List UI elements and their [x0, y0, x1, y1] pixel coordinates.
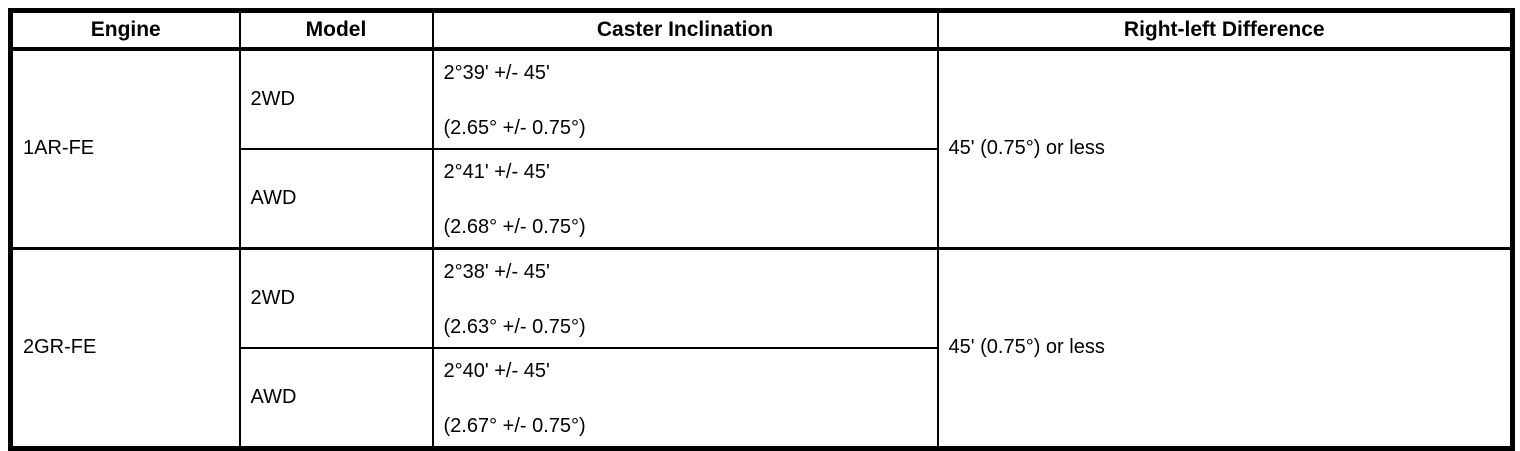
caster-inclination-spec-table: Engine Model Caster Inclination Right-le…: [8, 8, 1515, 451]
caster-value-group: 2°41' +/- 45' (2.68° +/- 0.75°): [434, 150, 937, 247]
right-left-difference-cell-1ar-fe: 45' (0.75°) or less: [936, 47, 1514, 249]
header-model: Model: [238, 9, 434, 51]
model-cell-1ar-fe-awd: AWD: [238, 147, 434, 249]
model-cell-1ar-fe-2wd: 2WD: [238, 47, 434, 150]
header-caster-inclination: Caster Inclination: [431, 9, 939, 51]
caster-cell-1ar-fe-awd: 2°41' +/- 45' (2.68° +/- 0.75°): [431, 147, 939, 249]
model-cell-2gr-fe-awd: AWD: [238, 346, 434, 449]
table-header-row: Engine Model Caster Inclination Right-le…: [9, 9, 1514, 51]
caster-value-group: 2°40' +/- 45' (2.67° +/- 0.75°): [434, 349, 937, 446]
caster-value-group: 2°39' +/- 45' (2.65° +/- 0.75°): [434, 51, 937, 148]
header-right-left-difference: Right-left Difference: [936, 9, 1514, 51]
caster-cell-2gr-fe-2wd: 2°38' +/- 45' (2.63° +/- 0.75°): [431, 246, 939, 349]
table-row-1ar-fe-awd: AWD 2°41' +/- 45' (2.68° +/- 0.75°): [10, 147, 1513, 249]
caster-minutes-value: 2°38' +/- 45': [443, 260, 550, 283]
header-engine: Engine: [9, 9, 241, 51]
engine-cell-2gr-fe: 2GR-FE: [9, 246, 241, 449]
engine-cell-1ar-fe: 1AR-FE: [9, 47, 241, 249]
caster-value-group: 2°38' +/- 45' (2.63° +/- 0.75°): [434, 250, 937, 347]
model-cell-2gr-fe-2wd: 2WD: [238, 246, 434, 349]
caster-degrees-value: (2.67° +/- 0.75°): [443, 414, 586, 437]
caster-degrees-value: (2.65° +/- 0.75°): [443, 116, 586, 139]
right-left-difference-cell-2gr-fe: 45' (0.75°) or less: [936, 246, 1514, 449]
caster-degrees-value: (2.63° +/- 0.75°): [443, 315, 586, 338]
table-row-1ar-fe-2wd: 1AR-FE 2WD 2°39' +/- 45' (2.65° +/- 0.75…: [9, 47, 1514, 249]
caster-cell-1ar-fe-2wd: 2°39' +/- 45' (2.65° +/- 0.75°): [431, 47, 939, 150]
caster-minutes-value: 2°39' +/- 45': [443, 61, 550, 84]
caster-minutes-value: 2°40' +/- 45': [443, 359, 550, 382]
table-row-2gr-fe-2wd: 2GR-FE 2WD 2°38' +/- 45' (2.63° +/- 0.75…: [9, 246, 1514, 449]
caster-minutes-value: 2°41' +/- 45': [443, 160, 550, 183]
caster-degrees-value: (2.68° +/- 0.75°): [443, 215, 586, 238]
caster-cell-2gr-fe-awd: 2°40' +/- 45' (2.67° +/- 0.75°): [431, 346, 939, 449]
